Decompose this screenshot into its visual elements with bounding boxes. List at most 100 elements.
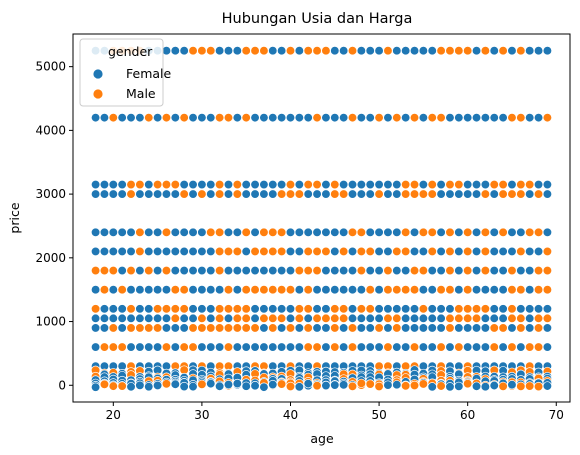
point-male <box>135 179 145 190</box>
point-male <box>259 285 269 295</box>
point-female <box>152 313 163 324</box>
point-male <box>436 381 446 391</box>
point-female <box>374 46 384 56</box>
point-female <box>339 227 349 237</box>
y-tick-label: 4000 <box>35 123 66 137</box>
point-male <box>383 265 393 276</box>
point-female <box>161 246 172 257</box>
point-male <box>330 313 340 324</box>
point-male <box>347 323 358 333</box>
point-female <box>232 342 242 352</box>
point-female <box>533 304 544 314</box>
point-female <box>409 304 420 314</box>
point-female <box>294 179 305 190</box>
plot-frame <box>72 33 571 403</box>
point-female <box>250 313 260 324</box>
point-female <box>427 46 437 56</box>
point-male <box>445 246 455 257</box>
point-female <box>383 323 393 333</box>
point-female <box>498 265 508 276</box>
point-female <box>507 380 517 390</box>
point-female <box>90 112 101 123</box>
point-male <box>197 323 207 333</box>
point-female <box>401 265 411 276</box>
point-female <box>480 313 491 324</box>
point-female <box>401 112 411 123</box>
point-female <box>374 304 384 314</box>
point-female <box>126 285 136 295</box>
point-female <box>392 342 402 352</box>
point-female <box>188 246 198 257</box>
point-female <box>436 179 446 190</box>
point-female <box>108 227 118 237</box>
point-female <box>392 189 402 199</box>
x-tick-label: 50 <box>371 408 386 422</box>
point-female <box>268 46 278 56</box>
point-male <box>533 342 544 352</box>
point-female <box>126 246 136 257</box>
point-female <box>383 304 393 314</box>
point-male <box>392 323 402 333</box>
point-female <box>144 382 154 392</box>
point-male <box>480 46 491 56</box>
point-female <box>161 189 172 199</box>
point-male <box>214 265 225 276</box>
point-male <box>303 323 313 333</box>
point-male <box>241 304 251 314</box>
point-female <box>525 189 535 199</box>
point-female <box>516 304 526 314</box>
point-female <box>99 313 110 324</box>
point-male <box>152 304 163 314</box>
point-female <box>303 313 313 324</box>
point-female <box>285 265 296 276</box>
point-male <box>365 285 375 295</box>
point-male <box>241 313 251 324</box>
point-female <box>321 179 331 190</box>
point-male <box>294 265 305 276</box>
point-female <box>268 189 278 199</box>
point-female <box>206 189 216 199</box>
point-male <box>347 112 358 123</box>
point-male <box>321 246 331 257</box>
point-female <box>232 285 242 295</box>
point-female <box>489 112 499 123</box>
point-male <box>214 112 225 123</box>
point-female <box>436 304 446 314</box>
point-female <box>454 189 464 199</box>
point-female <box>436 313 446 324</box>
point-female <box>188 112 198 123</box>
point-male <box>126 323 136 333</box>
point-male <box>392 313 402 324</box>
point-female <box>126 342 136 352</box>
point-male <box>471 304 482 314</box>
point-male <box>533 323 544 333</box>
point-female <box>259 189 269 199</box>
point-female <box>144 342 154 352</box>
point-male <box>90 265 101 276</box>
point-male <box>303 246 313 257</box>
point-female <box>321 285 331 295</box>
point-female <box>365 189 375 199</box>
point-male <box>312 46 322 56</box>
point-female <box>170 246 180 257</box>
point-male <box>427 189 437 199</box>
point-female <box>206 285 216 295</box>
point-male <box>197 379 207 389</box>
point-female <box>197 304 207 314</box>
point-female <box>90 227 101 237</box>
point-female <box>525 46 535 56</box>
point-male <box>232 246 242 257</box>
point-male <box>454 342 464 352</box>
point-female <box>471 112 482 123</box>
point-female <box>152 189 163 199</box>
point-female <box>356 46 367 56</box>
point-female <box>206 304 216 314</box>
point-female <box>294 227 305 237</box>
point-female <box>108 179 118 190</box>
point-male <box>356 227 367 237</box>
point-male <box>418 304 429 314</box>
point-female <box>135 380 145 390</box>
point-male <box>250 285 260 295</box>
point-female <box>321 380 331 391</box>
point-male <box>144 265 154 276</box>
